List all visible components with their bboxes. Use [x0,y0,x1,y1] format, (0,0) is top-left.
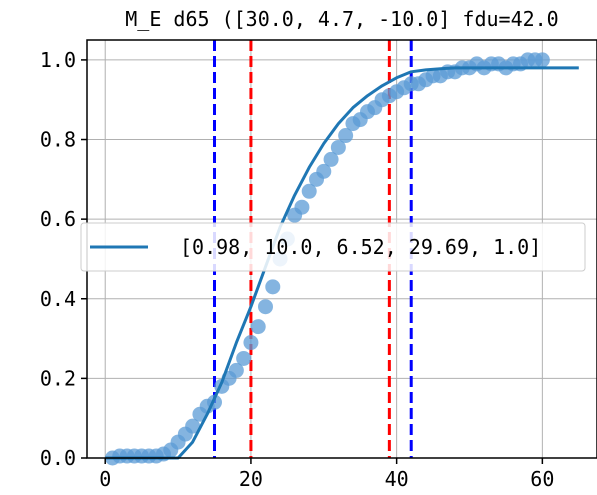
data-point [236,350,252,366]
y-tick-label: 0.8 [40,128,76,152]
x-tick-label: 20 [239,467,263,490]
chart-title: M_E d65 ([30.0, 4.7, -10.0] fdu=42.0 [125,7,558,31]
x-tick-label: 0 [99,467,111,490]
y-tick-label: 0.4 [40,287,76,311]
data-point [258,299,273,315]
data-point [323,151,339,167]
y-tick-label: 0.6 [40,207,76,231]
data-point [228,362,244,378]
fit-line-series [105,66,579,460]
data-point [330,139,346,155]
data-point [185,418,201,434]
y-tick-label: 0.0 [40,446,76,470]
data-point [301,183,317,199]
legend-label: [0.98, 10.0, 6.52, 29.69, 1.0] [180,235,541,259]
y-tick-label: 1.0 [40,48,76,72]
fit-line [105,66,579,460]
x-tick-label: 40 [385,467,409,490]
data-point [243,335,259,351]
data-point [534,52,550,68]
data-point [294,199,310,215]
x-tick-label: 60 [530,467,554,490]
axis-ticks: 0.0 0.2 0.4 0.6 0.8 1.0 0 20 40 60 [40,48,555,491]
legend: [0.98, 10.0, 6.52, 29.69, 1.0] [80,222,586,272]
data-point [265,279,281,295]
y-tick-label: 0.2 [40,366,76,390]
data-point [338,128,354,144]
data-point [250,319,266,335]
data-point [316,163,332,179]
legend-box [80,222,586,272]
